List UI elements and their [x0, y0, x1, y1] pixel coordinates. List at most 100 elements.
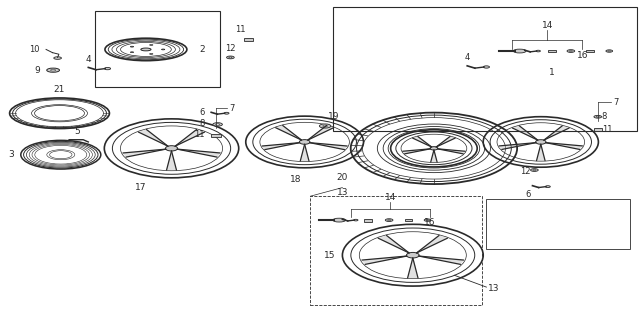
Ellipse shape [533, 169, 536, 171]
Bar [95, 11, 220, 87]
Text: 11: 11 [602, 125, 612, 134]
Polygon shape [138, 130, 168, 146]
Text: 12: 12 [225, 44, 236, 53]
FancyBboxPatch shape [586, 50, 594, 52]
FancyBboxPatch shape [548, 50, 556, 52]
Polygon shape [175, 130, 205, 146]
Text: 13: 13 [337, 188, 348, 197]
Bar [486, 199, 630, 249]
Text: 6: 6 [200, 108, 205, 117]
Ellipse shape [354, 219, 358, 221]
Ellipse shape [47, 68, 60, 72]
Text: 15: 15 [324, 251, 335, 260]
Ellipse shape [229, 57, 232, 58]
Ellipse shape [424, 219, 431, 221]
Polygon shape [177, 149, 220, 157]
Ellipse shape [300, 140, 310, 144]
Ellipse shape [406, 252, 419, 258]
Text: 7: 7 [613, 98, 618, 107]
Ellipse shape [567, 50, 575, 52]
Polygon shape [545, 143, 582, 150]
Polygon shape [300, 144, 309, 161]
Text: 16: 16 [577, 51, 588, 60]
FancyBboxPatch shape [364, 219, 372, 221]
Ellipse shape [385, 219, 393, 221]
Ellipse shape [161, 49, 164, 50]
Ellipse shape [426, 219, 429, 221]
Ellipse shape [104, 67, 111, 70]
Polygon shape [378, 235, 410, 253]
Polygon shape [166, 151, 177, 170]
Text: 19: 19 [328, 112, 340, 121]
Ellipse shape [606, 50, 612, 52]
Text: 5: 5 [74, 127, 79, 136]
Text: 6: 6 [525, 190, 531, 199]
FancyBboxPatch shape [211, 134, 221, 137]
Text: 18: 18 [290, 175, 301, 184]
Polygon shape [262, 143, 300, 150]
Polygon shape [419, 256, 464, 264]
Text: 11: 11 [235, 26, 245, 34]
Polygon shape [123, 149, 166, 157]
Ellipse shape [319, 124, 331, 128]
Text: 10: 10 [29, 45, 40, 54]
Ellipse shape [545, 186, 550, 188]
Polygon shape [307, 125, 333, 140]
Text: 20: 20 [336, 173, 348, 182]
Ellipse shape [224, 112, 229, 114]
Polygon shape [413, 137, 432, 147]
Text: 11: 11 [195, 130, 205, 139]
Text: 14: 14 [385, 193, 396, 202]
Ellipse shape [131, 46, 134, 47]
Text: 3: 3 [8, 150, 14, 159]
Polygon shape [438, 149, 465, 154]
Ellipse shape [596, 116, 599, 117]
Ellipse shape [536, 140, 546, 144]
Ellipse shape [594, 115, 602, 118]
Text: 14: 14 [541, 21, 553, 30]
Ellipse shape [216, 124, 220, 125]
Text: 8: 8 [602, 112, 607, 121]
FancyBboxPatch shape [244, 38, 253, 41]
Ellipse shape [166, 146, 177, 151]
Ellipse shape [141, 48, 151, 51]
Ellipse shape [388, 219, 390, 221]
Ellipse shape [513, 49, 526, 53]
Text: 12: 12 [520, 167, 531, 176]
Polygon shape [416, 235, 447, 253]
Polygon shape [276, 125, 302, 140]
Polygon shape [431, 150, 437, 162]
Text: 16: 16 [424, 218, 436, 227]
Polygon shape [543, 126, 569, 140]
Text: 8: 8 [200, 119, 205, 128]
Ellipse shape [608, 50, 611, 52]
Ellipse shape [536, 50, 540, 52]
Text: 4: 4 [465, 53, 470, 62]
Bar [333, 7, 637, 131]
FancyBboxPatch shape [594, 128, 602, 131]
Text: 7: 7 [229, 104, 234, 113]
Ellipse shape [54, 57, 61, 59]
Ellipse shape [333, 218, 346, 222]
Polygon shape [436, 137, 455, 147]
Ellipse shape [531, 169, 538, 171]
Polygon shape [536, 144, 545, 161]
Ellipse shape [430, 147, 438, 150]
Polygon shape [499, 143, 536, 150]
Text: 13: 13 [488, 284, 500, 293]
Text: 21: 21 [54, 85, 65, 94]
Polygon shape [310, 143, 348, 150]
Ellipse shape [483, 66, 490, 68]
FancyBboxPatch shape [404, 219, 412, 221]
Text: 9: 9 [34, 66, 40, 75]
Text: 2: 2 [200, 45, 205, 54]
Ellipse shape [227, 56, 234, 59]
Text: 1: 1 [549, 68, 554, 77]
Bar [310, 196, 482, 305]
Polygon shape [403, 149, 430, 154]
Polygon shape [513, 126, 538, 140]
Ellipse shape [323, 125, 328, 127]
Ellipse shape [51, 69, 56, 71]
Text: 4: 4 [86, 55, 91, 64]
Ellipse shape [212, 123, 223, 126]
